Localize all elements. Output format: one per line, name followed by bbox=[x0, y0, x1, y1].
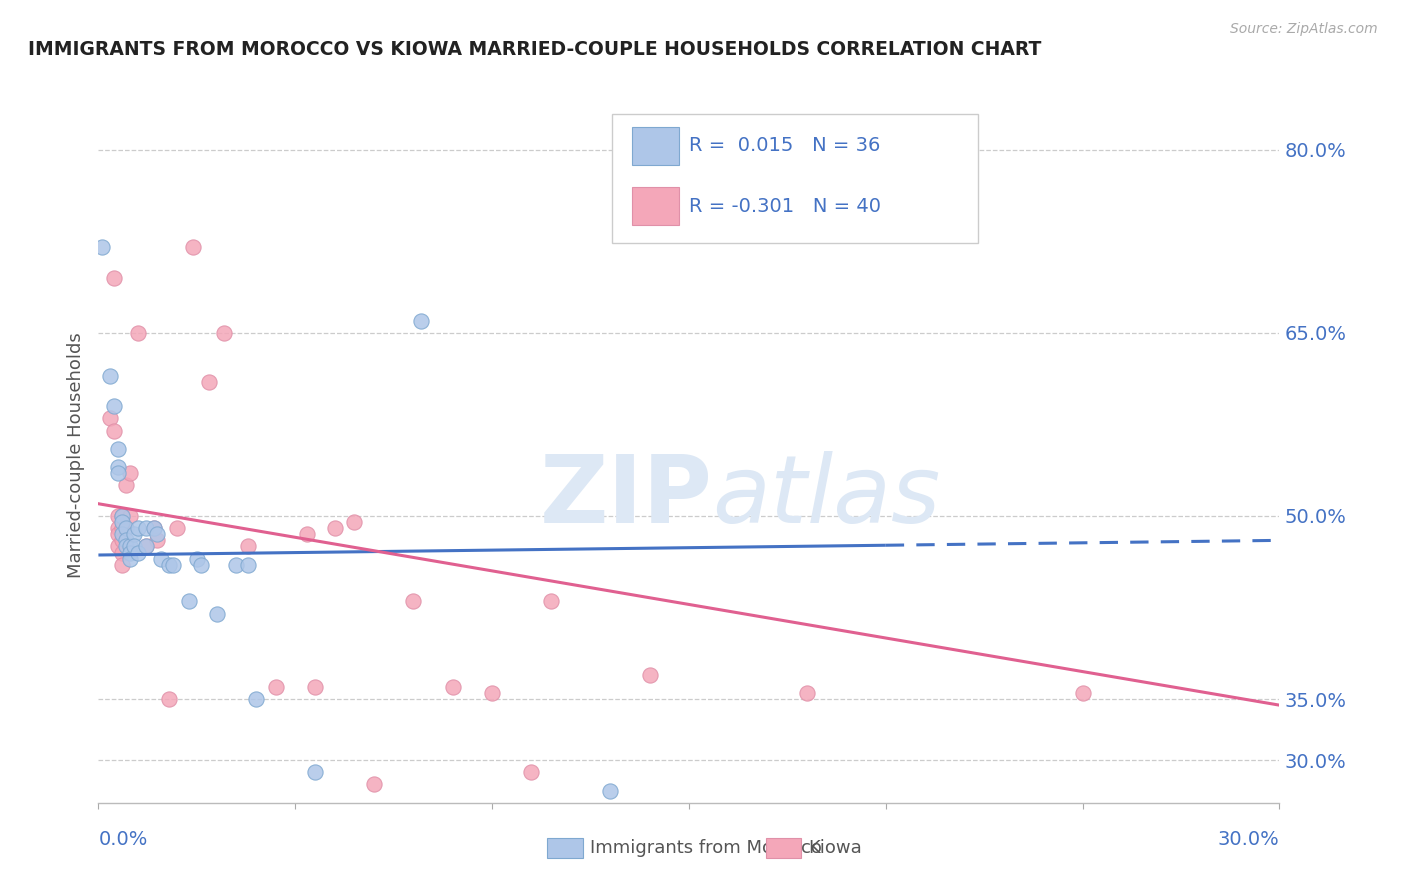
Point bbox=[127, 521, 149, 535]
Point bbox=[197, 375, 219, 389]
Point bbox=[225, 558, 247, 572]
Point bbox=[98, 411, 121, 425]
Point bbox=[264, 680, 287, 694]
Point bbox=[190, 558, 212, 572]
Point bbox=[111, 533, 134, 548]
Point bbox=[115, 521, 138, 535]
Point bbox=[135, 540, 157, 554]
Point bbox=[98, 368, 121, 383]
Point bbox=[796, 686, 818, 700]
Point bbox=[135, 540, 157, 554]
Point bbox=[103, 271, 125, 285]
Point bbox=[540, 594, 562, 608]
Bar bbox=[547, 838, 582, 858]
Point bbox=[115, 533, 138, 548]
Point bbox=[142, 521, 165, 535]
Point bbox=[205, 607, 228, 621]
Text: 30.0%: 30.0% bbox=[1218, 830, 1279, 848]
Point bbox=[118, 508, 141, 523]
Point bbox=[115, 521, 138, 535]
Point bbox=[236, 540, 259, 554]
Point bbox=[402, 594, 425, 608]
Point bbox=[111, 521, 134, 535]
Point bbox=[441, 680, 464, 694]
Point bbox=[323, 521, 346, 535]
Text: R = -0.301   N = 40: R = -0.301 N = 40 bbox=[689, 197, 882, 216]
Point bbox=[111, 515, 134, 529]
Bar bbox=[633, 127, 679, 165]
Point bbox=[107, 508, 129, 523]
Point bbox=[111, 545, 134, 559]
Point bbox=[599, 783, 621, 797]
Point bbox=[166, 521, 188, 535]
Point bbox=[304, 765, 326, 780]
Point bbox=[107, 467, 129, 481]
Bar bbox=[766, 838, 801, 858]
Point bbox=[214, 326, 236, 340]
Point bbox=[111, 527, 134, 541]
Point bbox=[146, 533, 169, 548]
FancyBboxPatch shape bbox=[612, 114, 979, 243]
Text: 0.0%: 0.0% bbox=[98, 830, 148, 848]
Point bbox=[111, 508, 134, 523]
Point bbox=[236, 558, 259, 572]
Text: Source: ZipAtlas.com: Source: ZipAtlas.com bbox=[1230, 22, 1378, 37]
Point bbox=[91, 240, 114, 254]
Point bbox=[107, 521, 129, 535]
Point bbox=[118, 540, 141, 554]
Text: IMMIGRANTS FROM MOROCCO VS KIOWA MARRIED-COUPLE HOUSEHOLDS CORRELATION CHART: IMMIGRANTS FROM MOROCCO VS KIOWA MARRIED… bbox=[28, 40, 1042, 59]
Point bbox=[107, 442, 129, 456]
Point bbox=[186, 551, 208, 566]
Point bbox=[118, 467, 141, 481]
Text: atlas: atlas bbox=[713, 451, 941, 542]
Point bbox=[127, 326, 149, 340]
Text: R =  0.015   N = 36: R = 0.015 N = 36 bbox=[689, 136, 880, 155]
Text: Immigrants from Morocco: Immigrants from Morocco bbox=[589, 839, 821, 857]
Point bbox=[181, 240, 204, 254]
Point bbox=[111, 508, 134, 523]
Point bbox=[343, 515, 366, 529]
Point bbox=[115, 540, 138, 554]
Point bbox=[122, 527, 145, 541]
Point bbox=[411, 313, 433, 327]
Point bbox=[162, 558, 184, 572]
Point bbox=[118, 545, 141, 559]
Point bbox=[122, 540, 145, 554]
Point bbox=[363, 777, 385, 791]
Point bbox=[115, 478, 138, 492]
Point bbox=[481, 686, 503, 700]
Point bbox=[157, 692, 180, 706]
Point bbox=[295, 527, 318, 541]
Bar bbox=[633, 187, 679, 226]
Y-axis label: Married-couple Households: Married-couple Households bbox=[66, 332, 84, 578]
Text: Kiowa: Kiowa bbox=[808, 839, 862, 857]
Point bbox=[142, 521, 165, 535]
Point bbox=[638, 667, 661, 681]
Point bbox=[1071, 686, 1094, 700]
Point bbox=[103, 424, 125, 438]
Point bbox=[146, 527, 169, 541]
Point bbox=[150, 551, 173, 566]
Point bbox=[127, 545, 149, 559]
Text: ZIP: ZIP bbox=[540, 450, 713, 542]
Point bbox=[177, 594, 200, 608]
Point bbox=[245, 692, 267, 706]
Point bbox=[107, 540, 129, 554]
Point bbox=[520, 765, 543, 780]
Point bbox=[157, 558, 180, 572]
Point bbox=[118, 551, 141, 566]
Point bbox=[111, 558, 134, 572]
Point bbox=[135, 521, 157, 535]
Point bbox=[107, 460, 129, 475]
Point bbox=[107, 527, 129, 541]
Point bbox=[304, 680, 326, 694]
Point bbox=[103, 399, 125, 413]
